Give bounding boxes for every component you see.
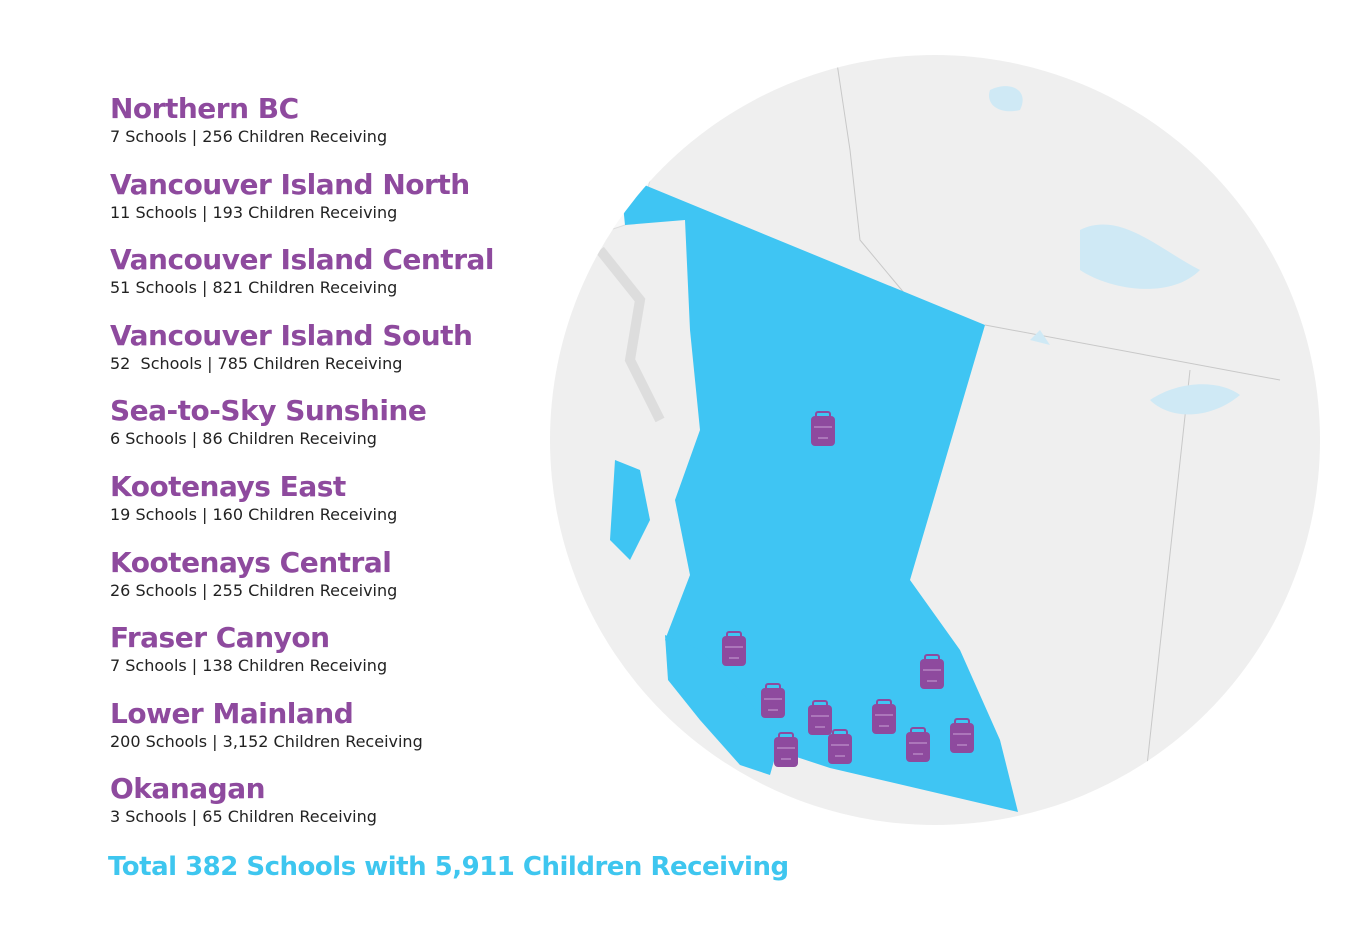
region-detail: 11 Schools | 193 Children Receiving [110,202,398,222]
region: Sea-to-Sky Sunshine 6 Schools | 86 Childr… [110,394,427,450]
region-name: Kootenays East [110,470,346,503]
region-name: Vancouver Island North [110,167,470,201]
region-detail: 3 Schools | 65 Children Receiving [110,807,377,827]
total: Total 382 Schools with 5,911 Children Re… [108,852,789,882]
region: Okanagan 3 Schools | 65 Children Receivin… [110,772,377,828]
region: Lower Mainland 200 Schools | 3,152 Childr… [110,697,423,753]
map-disc [550,55,1320,825]
region: Kootenays East 19 Schools | 160 Children … [110,470,397,526]
region-name: Vancouver Island Central [110,243,495,277]
island [665,635,780,775]
region-detail: 7 Schools | 138 Children Receiving [110,656,388,676]
region-detail: 19 Schools | 160 Children Receiving [110,505,398,524]
region-name: Northern BC [110,92,299,125]
region-detail: 200 Schools | 3,152 Children Receiving [110,731,423,751]
region-name: Lower Mainland [110,696,354,730]
region: Fraser Canyon 7 Schools | 138 Children Re… [110,621,387,677]
province [620,175,1018,812]
region: Vancouver Island North 11 Schools | 193 C… [110,168,470,224]
region-detail: 52 Schools | 785 Children Receiving [110,353,403,373]
region: Vancouver Island Central 51 Schools | 821… [110,243,495,299]
region: Kootenays Central 26 Schools | 255 Childr… [110,546,397,602]
region-name: Kootenays Central [110,545,392,579]
region-detail: 6 Schools | 86 Children Receiving [110,429,377,449]
region-detail: 26 Schools | 255 Children Receiving [110,580,398,600]
region-name: Vancouver Island South [110,318,473,352]
region-name: Fraser Canyon [110,621,330,655]
region-detail: 7 Schools | 256 Children Receiving [110,127,388,146]
region-detail: 51 Schools | 821 Children Receiving [110,278,398,298]
region: Northern BC 7 Schools | 256 Children Rece… [110,92,387,148]
region-name: Sea-to-Sky Sunshine [110,394,427,428]
region: Vancouver Island South 52 Schools | 785 C… [110,319,473,375]
region-name: Okanagan [110,772,266,806]
